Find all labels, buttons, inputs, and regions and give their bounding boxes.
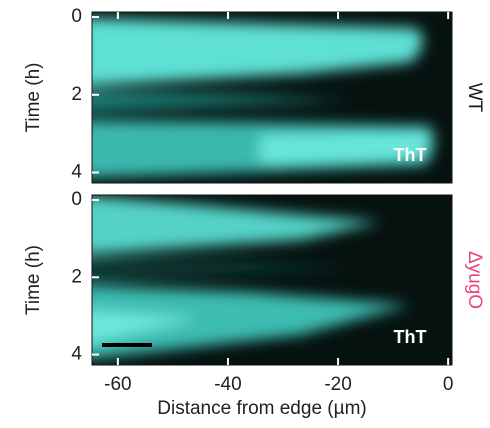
x-tick-label: -20 (324, 374, 351, 395)
x-tick-label: -40 (214, 374, 241, 395)
panel-frame (91, 11, 453, 184)
annotation: ThT (394, 327, 427, 347)
x-axis-label: Distance from edge (µm) (157, 398, 366, 419)
y-tick-label: 4 (71, 344, 82, 365)
annotation: ThT (394, 145, 427, 165)
x-tick-label: 0 (443, 374, 454, 395)
y-tick-label: 0 (71, 189, 82, 210)
kymograph-bottom (92, 195, 452, 365)
y-tick-label: 2 (71, 84, 82, 105)
y-axis-label: Time (h) (23, 245, 44, 315)
y-tick-label: 4 (71, 162, 82, 183)
x-tick-label: -60 (104, 374, 131, 395)
kymograph-top (92, 12, 452, 183)
y-tick-label: 0 (71, 6, 82, 27)
panel-label: ΔyugO (464, 251, 485, 309)
panel-label: WT (464, 83, 485, 113)
panel-frame (91, 194, 453, 366)
y-tick-label: 2 (71, 266, 82, 287)
scale-bar (102, 343, 152, 347)
y-axis-label: Time (h) (23, 62, 44, 132)
